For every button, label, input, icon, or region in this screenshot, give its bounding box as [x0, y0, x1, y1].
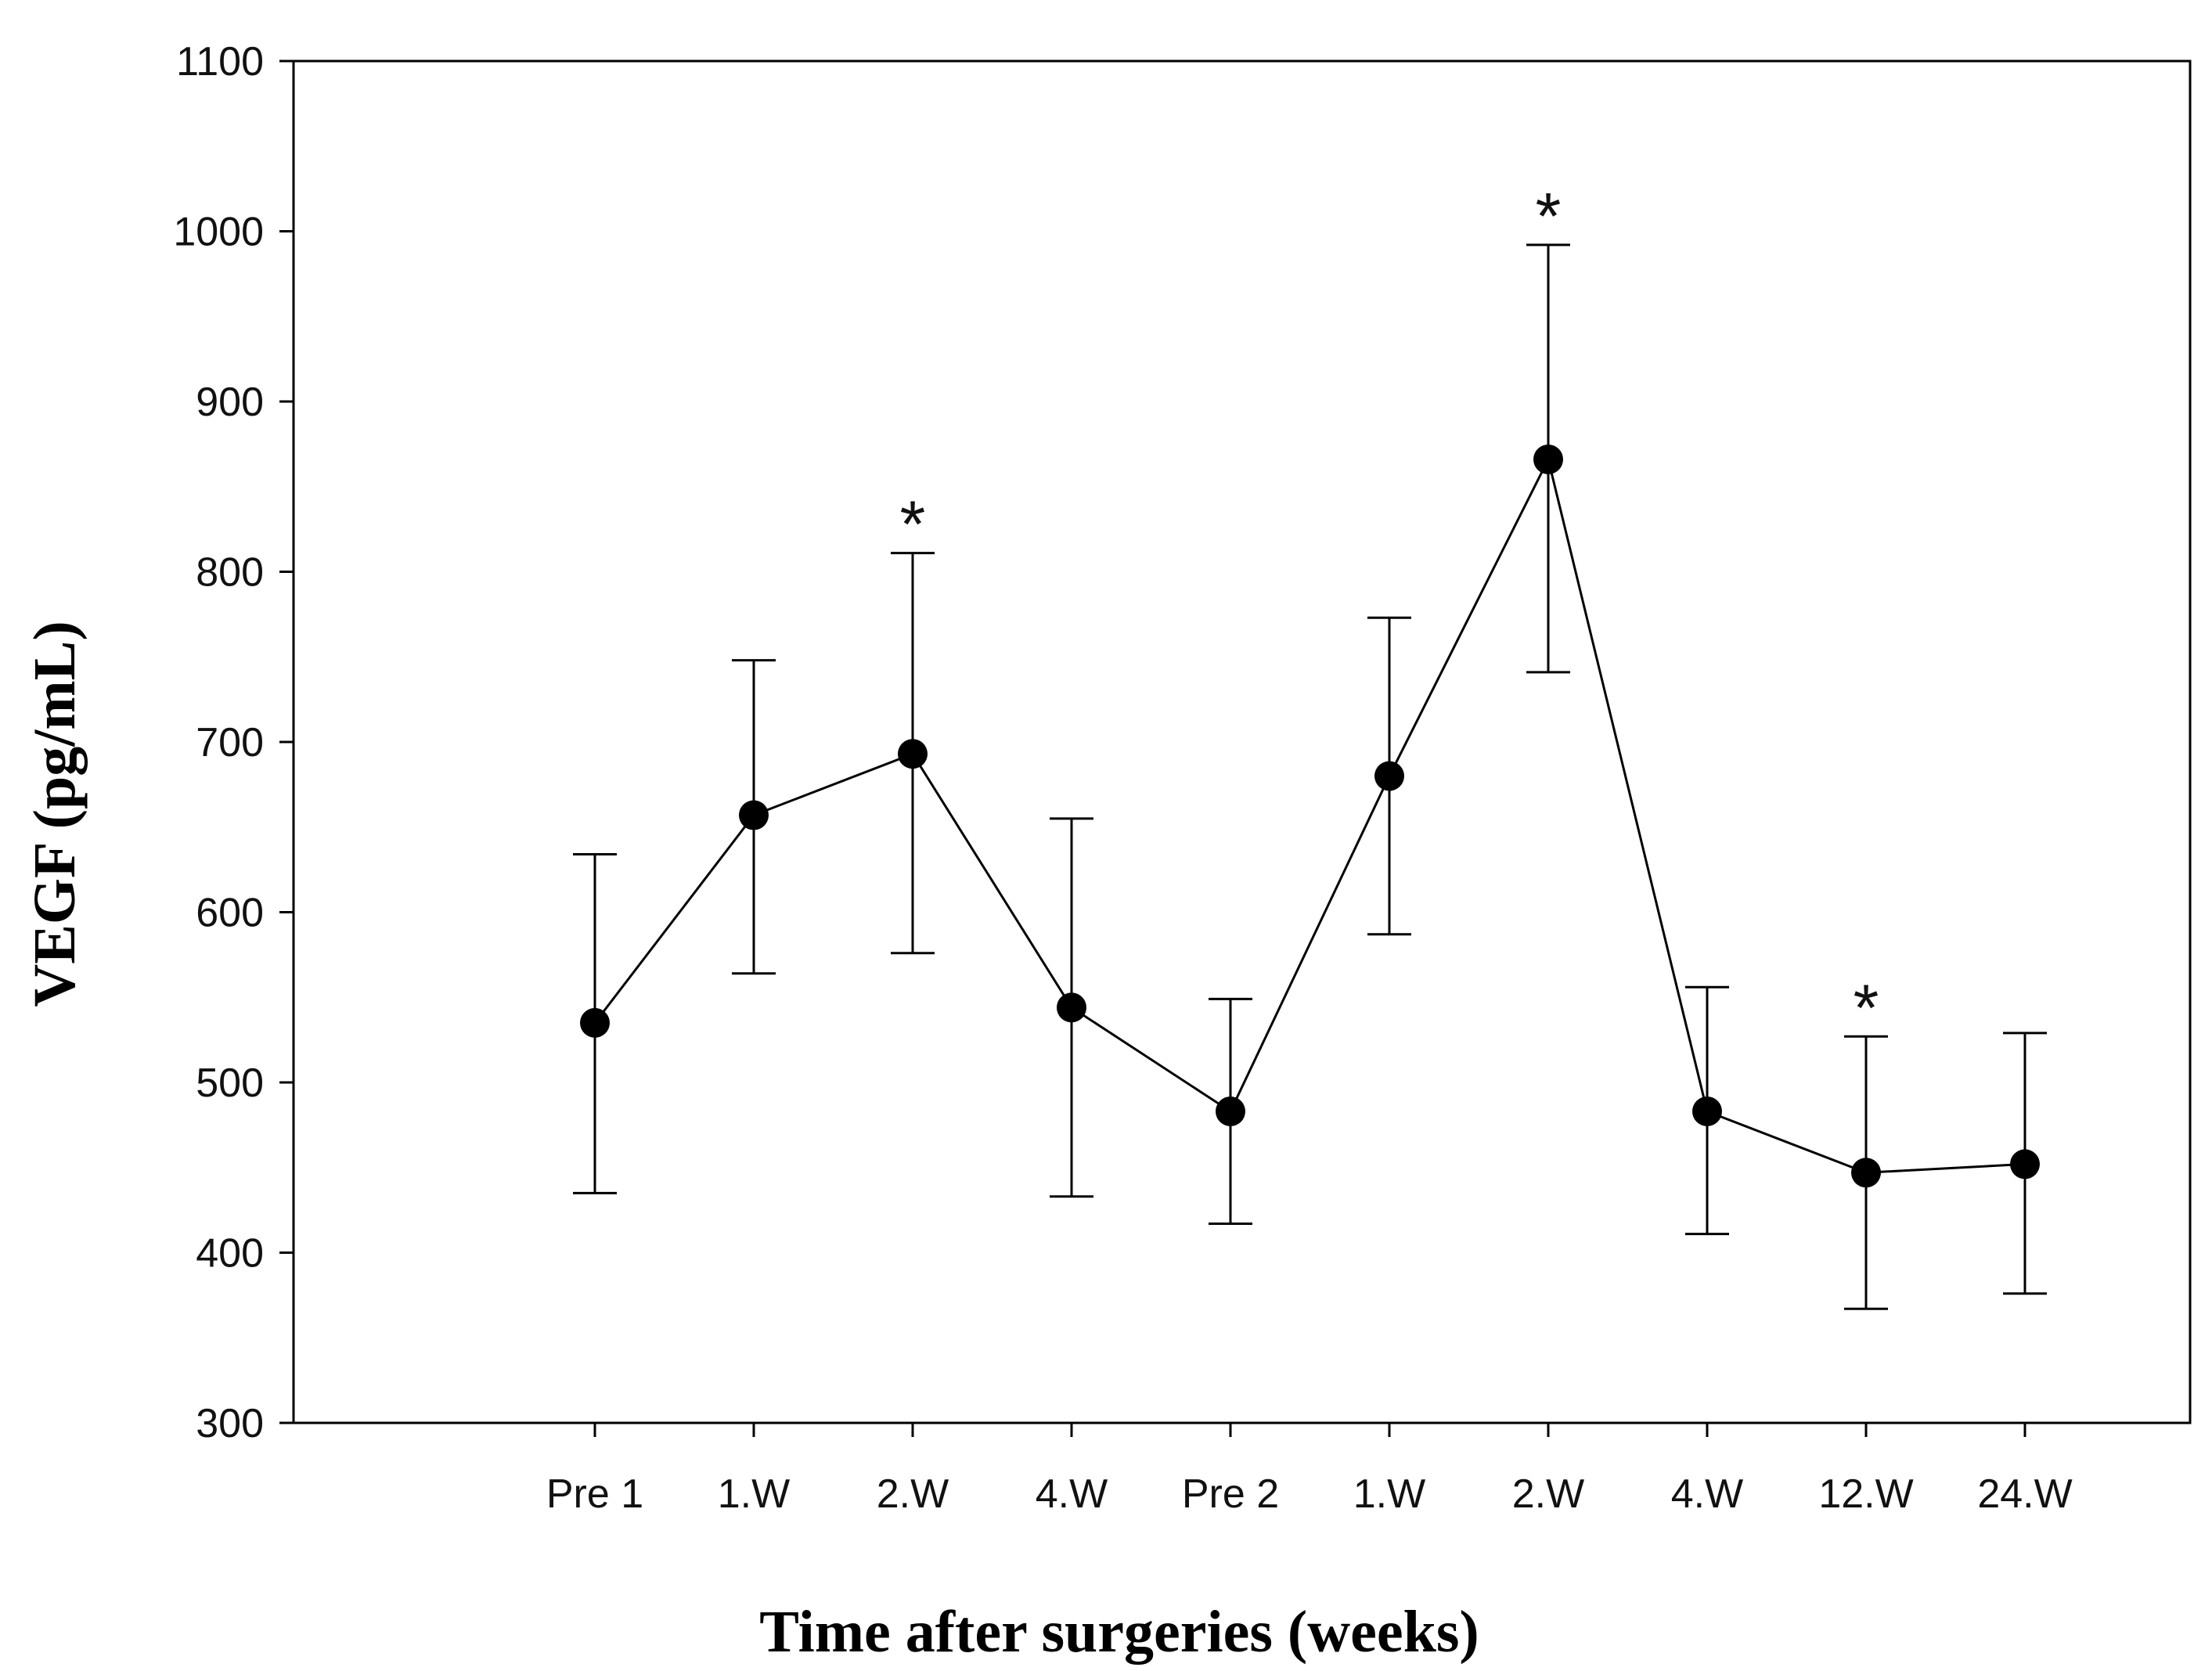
x-tick-label: 2.W	[1512, 1471, 1584, 1517]
y-axis-title: VEGF (pg/mL)	[22, 621, 88, 1007]
x-tick-label: 1.W	[1353, 1471, 1425, 1517]
significance-asterisk: *	[1536, 179, 1562, 253]
x-tick-label: 4.W	[1671, 1471, 1743, 1517]
data-point	[1851, 1158, 1881, 1188]
data-points	[580, 444, 2040, 1188]
y-tick-label: 900	[196, 380, 264, 425]
x-tick-label: 12.W	[1818, 1471, 1913, 1517]
y-tick-label: 700	[196, 720, 264, 765]
data-point	[898, 739, 928, 769]
x-tick-label: 4.W	[1036, 1471, 1108, 1517]
y-axis: 300 400 500 600 700 800 900 1000 1100	[173, 39, 294, 1446]
data-point	[739, 800, 769, 830]
y-tick-label: 400	[196, 1231, 264, 1277]
data-point	[1692, 1096, 1722, 1126]
y-tick-label: 600	[196, 891, 264, 936]
error-bars	[573, 243, 2047, 1310]
data-point	[1057, 992, 1086, 1023]
data-point	[580, 1007, 610, 1038]
data-point	[2010, 1149, 2040, 1179]
y-tick-label: 800	[196, 550, 264, 596]
significance-asterisk: *	[1854, 971, 1879, 1044]
plot-frame	[292, 59, 2192, 1424]
x-axis: Pre 1 1.W 2.W 4.W Pre 2 1.W 2.W 4.W 12.W 24.W	[546, 1423, 2073, 1517]
data-point	[1533, 444, 1563, 474]
x-tick-label: Pre 1	[546, 1471, 643, 1517]
series-line-vegf	[593, 456, 2026, 1174]
x-tick-label: Pre 2	[1182, 1471, 1279, 1517]
y-tick-label: 1100	[176, 39, 264, 85]
y-tick-label: 500	[196, 1061, 264, 1106]
x-tick-label: 24.W	[1977, 1471, 2072, 1517]
significance-asterisk: *	[900, 488, 926, 561]
y-tick-label: 1000	[173, 210, 264, 255]
x-tick-label: 2.W	[877, 1471, 949, 1517]
y-tick-label: 300	[196, 1401, 264, 1446]
data-point	[1374, 761, 1404, 791]
series-line	[593, 456, 2026, 1174]
x-axis-title: Time after surgeries (weeks)	[759, 1599, 1479, 1665]
x-tick-label: 1.W	[718, 1471, 790, 1517]
data-point	[1216, 1096, 1245, 1126]
significance-markers: * * *	[900, 179, 1879, 1044]
